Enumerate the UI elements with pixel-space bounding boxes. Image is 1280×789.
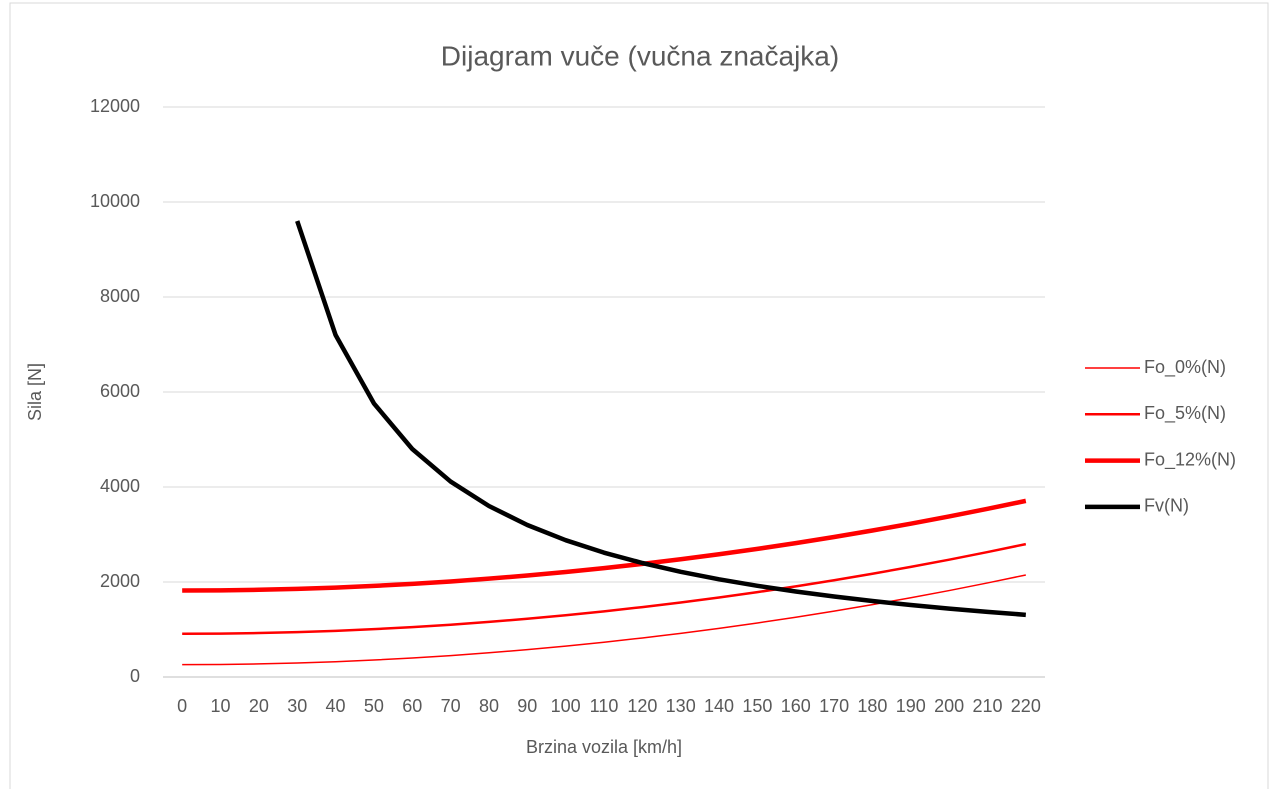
legend-label: Fo_0%(N) — [1144, 357, 1226, 378]
legend-label: Fo_12%(N) — [1144, 449, 1236, 470]
y-tick-label: 2000 — [100, 571, 140, 591]
x-tick-label: 40 — [326, 696, 346, 716]
data-line — [182, 498, 1027, 593]
legend-label: Fv(N) — [1144, 496, 1189, 516]
legend-label: Fo_5%(N) — [1144, 403, 1226, 424]
x-tick-label: 0 — [177, 696, 187, 716]
y-tick-label: 8000 — [100, 286, 140, 306]
x-tick-label: 20 — [249, 696, 269, 716]
x-tick-label: 200 — [934, 696, 964, 716]
x-axis-label: Brzina vozila [km/h] — [526, 737, 682, 757]
chart-title: Dijagram vuče (vučna značajka) — [441, 40, 839, 71]
x-tick-label: 120 — [627, 696, 657, 716]
x-tick-label: 180 — [857, 696, 887, 716]
x-tick-label: 30 — [287, 696, 307, 716]
x-tick-label: 130 — [666, 696, 696, 716]
x-tick-label: 70 — [441, 696, 461, 716]
x-tick-label: 110 — [590, 696, 619, 716]
x-tick-label: 150 — [742, 696, 772, 716]
y-tick-label: 4000 — [100, 476, 140, 496]
x-tick-label: 10 — [211, 696, 231, 716]
y-tick-label: 12000 — [90, 96, 140, 116]
y-axis-label: Sila [N] — [25, 363, 45, 421]
chart-border — [9, 2, 1269, 789]
x-tick-label: 210 — [972, 696, 1002, 716]
y-tick-label: 10000 — [90, 191, 140, 211]
x-tick-label: 160 — [781, 696, 811, 716]
x-tick-label: 170 — [819, 696, 849, 716]
x-tick-label: 100 — [551, 696, 581, 716]
y-tick-label: 0 — [130, 666, 140, 686]
x-tick-label: 140 — [704, 696, 734, 716]
x-tick-label: 90 — [517, 696, 537, 716]
x-tick-label: 50 — [364, 696, 384, 716]
y-tick-label: 6000 — [100, 381, 140, 401]
x-tick-label: 60 — [402, 696, 422, 716]
x-tick-label: 220 — [1011, 696, 1041, 716]
data-line — [295, 220, 1027, 618]
x-tick-label: 80 — [479, 696, 499, 716]
x-tick-label: 190 — [896, 696, 926, 716]
data-line — [182, 542, 1027, 636]
